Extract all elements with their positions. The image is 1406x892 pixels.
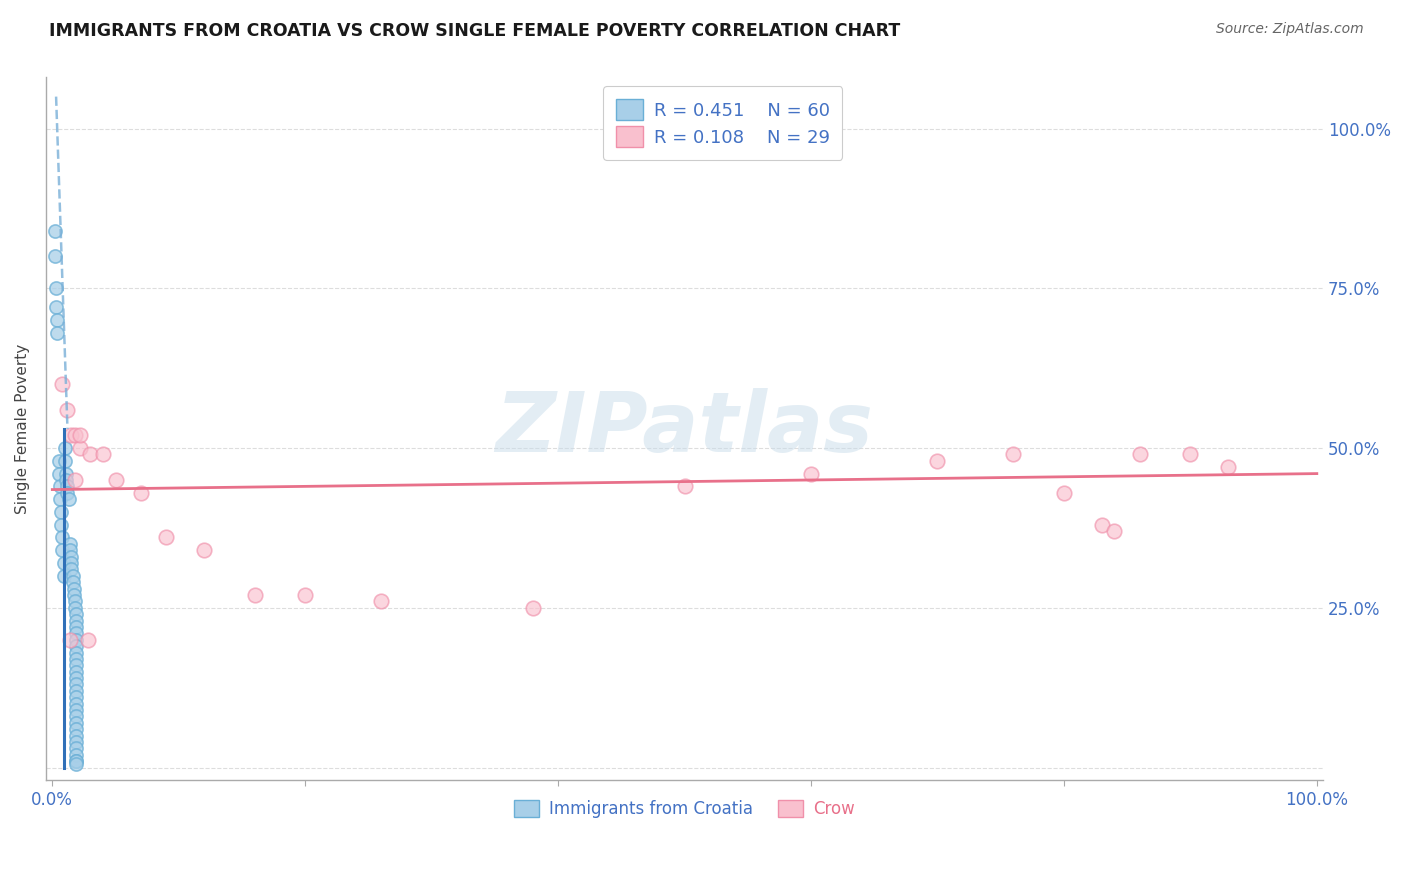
Point <box>52 569 75 583</box>
Point <box>60 428 83 442</box>
Point <box>60 556 83 570</box>
Point <box>62 569 84 583</box>
Point <box>65 658 87 673</box>
Point <box>51 377 73 392</box>
Y-axis label: Single Female Poverty: Single Female Poverty <box>15 343 30 514</box>
Point <box>46 326 69 340</box>
Point <box>63 473 86 487</box>
Point <box>65 652 87 666</box>
Point <box>1002 447 1025 461</box>
Point <box>56 479 79 493</box>
Point <box>69 441 91 455</box>
Point <box>294 588 316 602</box>
Point <box>129 485 152 500</box>
Point <box>44 249 66 263</box>
Point <box>51 543 73 558</box>
Point <box>1180 447 1202 461</box>
Point <box>1053 485 1076 500</box>
Point <box>62 575 84 590</box>
Text: ZIPatlas: ZIPatlas <box>496 388 873 469</box>
Point <box>49 517 72 532</box>
Legend: Immigrants from Croatia, Crow: Immigrants from Croatia, Crow <box>508 793 862 825</box>
Point <box>44 224 66 238</box>
Point <box>1104 524 1126 538</box>
Point <box>927 454 949 468</box>
Point <box>65 607 87 622</box>
Point <box>65 690 87 705</box>
Point <box>673 479 696 493</box>
Point <box>45 301 67 315</box>
Text: IMMIGRANTS FROM CROATIA VS CROW SINGLE FEMALE POVERTY CORRELATION CHART: IMMIGRANTS FROM CROATIA VS CROW SINGLE F… <box>49 22 900 40</box>
Point <box>49 505 72 519</box>
Point <box>55 473 77 487</box>
Point <box>59 537 82 551</box>
Point <box>65 709 87 723</box>
Point <box>56 485 79 500</box>
Point <box>51 531 73 545</box>
Point <box>59 632 82 647</box>
Point <box>104 473 127 487</box>
Point <box>800 467 823 481</box>
Point <box>48 454 70 468</box>
Point <box>155 531 177 545</box>
Point <box>65 620 87 634</box>
Point <box>522 600 544 615</box>
Point <box>65 677 87 691</box>
Point <box>65 665 87 679</box>
Point <box>60 562 83 576</box>
Point <box>79 447 101 461</box>
Point <box>1091 517 1114 532</box>
Point <box>60 549 83 564</box>
Point <box>65 715 87 730</box>
Point <box>63 428 86 442</box>
Point <box>65 683 87 698</box>
Point <box>55 467 77 481</box>
Point <box>65 632 87 647</box>
Point <box>49 479 72 493</box>
Point <box>65 646 87 660</box>
Point <box>65 639 87 653</box>
Point <box>65 722 87 736</box>
Point <box>193 543 215 558</box>
Point <box>243 588 266 602</box>
Point <box>91 447 114 461</box>
Point <box>65 729 87 743</box>
Point <box>52 556 75 570</box>
Point <box>63 594 86 608</box>
Point <box>65 747 87 762</box>
Point <box>65 671 87 685</box>
Point <box>62 582 84 596</box>
Text: Source: ZipAtlas.com: Source: ZipAtlas.com <box>1216 22 1364 37</box>
Point <box>69 428 91 442</box>
Point <box>1129 447 1152 461</box>
Point <box>53 454 76 468</box>
Point <box>65 735 87 749</box>
Point <box>65 754 87 768</box>
Point <box>49 492 72 507</box>
Point <box>53 441 76 455</box>
Point <box>65 614 87 628</box>
Point <box>48 467 70 481</box>
Point <box>45 281 67 295</box>
Point <box>65 703 87 717</box>
Point <box>76 632 98 647</box>
Point <box>1218 460 1240 475</box>
Point <box>65 757 87 772</box>
Point <box>59 543 82 558</box>
Point <box>370 594 392 608</box>
Point <box>65 626 87 640</box>
Point <box>65 697 87 711</box>
Point <box>58 492 80 507</box>
Point <box>56 402 79 417</box>
Point <box>46 313 69 327</box>
Point <box>62 588 84 602</box>
Point <box>65 754 87 768</box>
Point <box>63 600 86 615</box>
Point <box>65 741 87 756</box>
